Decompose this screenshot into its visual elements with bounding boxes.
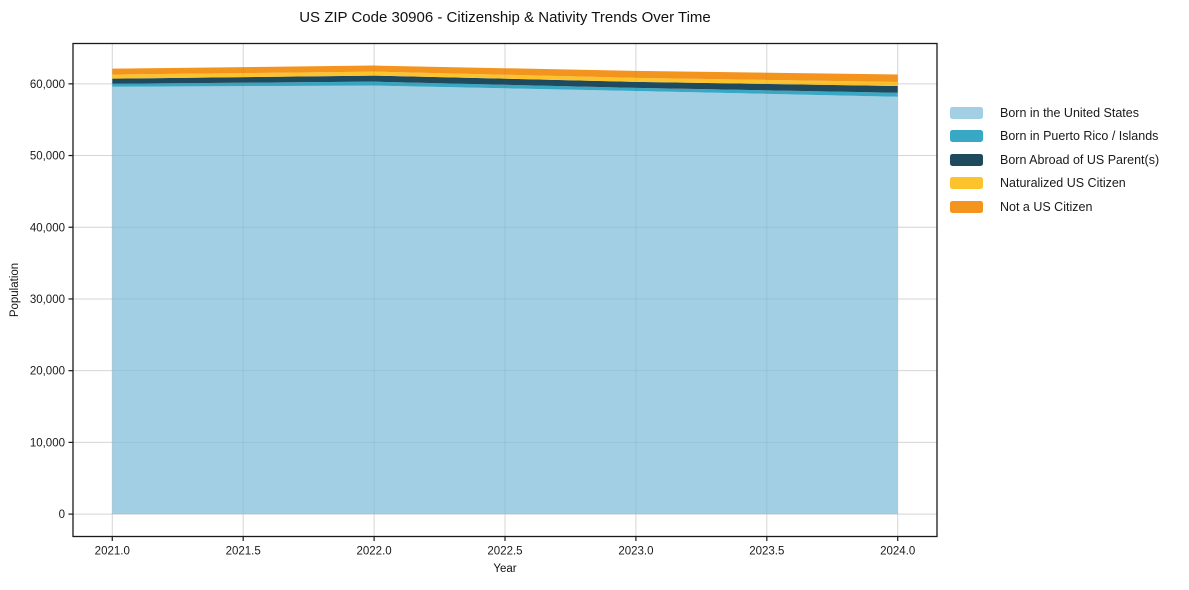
legend-label: Not a US Citizen (1000, 199, 1093, 214)
legend-item: Not a US Citizen (950, 195, 1159, 219)
area-series-3 (112, 71, 898, 86)
x-tick-label: 2021.0 (95, 546, 130, 558)
legend-swatch (950, 177, 983, 190)
x-tick-label: 2022.0 (356, 546, 391, 558)
legend-item: Born in the United States (950, 101, 1159, 125)
y-tick-label: 10,000 (30, 437, 65, 449)
legend-swatch (950, 153, 983, 166)
y-tick-label: 0 (59, 509, 65, 521)
area-series-0 (112, 85, 898, 515)
area-series-2 (112, 75, 898, 93)
legend-label: Naturalized US Citizen (1000, 176, 1126, 191)
y-axis-label: Population (9, 262, 21, 318)
x-tick-label: 2023.0 (618, 546, 653, 558)
y-tick-label: 20,000 (30, 366, 65, 378)
x-tick-label: 2024.0 (880, 546, 915, 558)
legend-label: Born in the United States (1000, 105, 1139, 120)
legend-swatch (950, 200, 983, 213)
area-series-1 (112, 81, 898, 97)
legend: Born in the United States Born in Puerto … (950, 101, 1159, 219)
legend-swatch (950, 106, 983, 119)
y-tick-label: 50,000 (30, 151, 65, 163)
y-tick-label: 30,000 (30, 294, 65, 306)
x-tick-label: 2021.5 (226, 546, 261, 558)
legend-item: Naturalized US Citizen (950, 172, 1159, 196)
x-axis-label: Year (493, 563, 517, 575)
x-tick-label: 2022.5 (487, 546, 522, 558)
y-tick-label: 40,000 (30, 222, 65, 234)
legend-item: Born in Puerto Rico / Islands (950, 125, 1159, 149)
area-series-4 (112, 65, 898, 82)
y-tick-label: 60,000 (30, 79, 65, 91)
x-tick-label: 2023.5 (749, 546, 784, 558)
chart-title: US ZIP Code 30906 - Citizenship & Nativi… (299, 9, 711, 26)
legend-label: Born in Puerto Rico / Islands (1000, 129, 1159, 144)
legend-swatch (950, 130, 983, 143)
legend-label: Born Abroad of US Parent(s) (1000, 152, 1160, 167)
legend-item: Born Abroad of US Parent(s) (950, 148, 1159, 172)
